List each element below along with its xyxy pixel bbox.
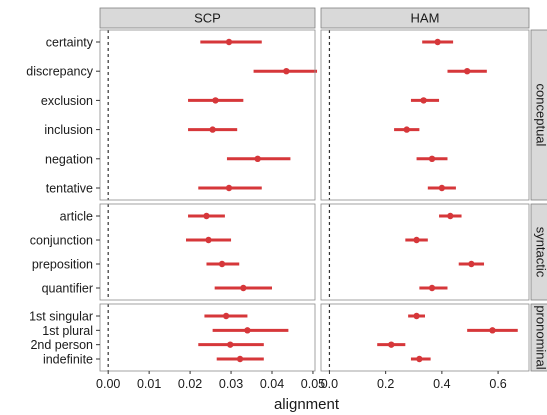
point-discrepancy — [463, 68, 471, 75]
point-2nd-person — [227, 341, 234, 348]
row-strip-pronominal — [530, 303, 547, 372]
point-inclusion — [209, 126, 216, 133]
x-tick-label: 0.4 — [433, 377, 450, 391]
panel-border — [320, 203, 530, 301]
x-axis-title: alignment — [274, 396, 340, 413]
point-negation — [254, 155, 261, 162]
point-2nd-person — [388, 341, 395, 348]
point-indefinite — [416, 355, 423, 363]
row-strip-label: conceptual — [534, 84, 547, 147]
panel-syntactic-scp — [99, 203, 316, 301]
x-tick-label: 0.00 — [96, 377, 120, 391]
x-tick-label: 0.01 — [137, 377, 161, 391]
point-1st-singular — [413, 312, 420, 320]
panel-border — [320, 303, 530, 372]
x-tick-label: 0.0 — [321, 377, 338, 391]
panel-background — [321, 30, 529, 200]
point-inclusion — [403, 126, 410, 133]
panel-background — [100, 304, 315, 371]
panel-border — [99, 203, 316, 301]
category-label: 1st singular — [29, 310, 93, 324]
column-strip-label: HAM — [411, 11, 440, 26]
point-1st-plural — [244, 327, 251, 334]
point-exclusion — [212, 97, 219, 104]
panel-background — [100, 30, 315, 200]
point-1st-singular — [222, 312, 230, 320]
row-strip-label: pronominal — [534, 305, 547, 369]
panel-background — [321, 204, 529, 300]
column-strip-ham — [320, 7, 530, 29]
panel-border — [99, 303, 316, 372]
point-tentative — [225, 184, 233, 192]
category-label: certainty — [46, 36, 94, 50]
x-tick-label: 0.04 — [260, 377, 284, 391]
category-label: negation — [45, 152, 93, 166]
point-conjunction — [413, 236, 420, 244]
point-article — [203, 212, 210, 220]
category-label: inclusion — [44, 123, 93, 137]
panel-border — [320, 29, 530, 201]
category-label: preposition — [32, 258, 93, 272]
x-tick-label: 0.05 — [301, 377, 325, 391]
x-tick-label: 0.2 — [377, 377, 394, 391]
category-label: tentative — [46, 182, 93, 196]
category-label: quantifier — [42, 282, 93, 296]
panel-border — [99, 29, 316, 201]
point-exclusion — [420, 97, 427, 104]
point-discrepancy — [283, 68, 290, 75]
point-certainty — [434, 38, 441, 46]
category-label: conjunction — [30, 234, 93, 248]
category-label: 2nd person — [30, 338, 93, 352]
x-tick-label: 0.02 — [178, 377, 202, 391]
point-preposition — [218, 260, 226, 268]
row-strip-label: syntactic — [534, 227, 547, 278]
point-certainty — [225, 38, 233, 46]
panel-conceptual-scp — [99, 29, 318, 201]
point-preposition — [468, 260, 475, 268]
panel-syntactic-ham — [320, 203, 530, 301]
category-label: exclusion — [41, 94, 93, 108]
point-1st-plural — [489, 327, 496, 334]
point-conjunction — [205, 236, 212, 244]
column-strip-label: SCP — [194, 11, 221, 26]
panel-background — [321, 304, 529, 371]
point-quantifier — [240, 284, 247, 292]
row-strip-syntactic — [530, 203, 547, 301]
category-label: 1st plural — [42, 324, 93, 338]
row-strip-conceptual — [530, 29, 547, 201]
panel-conceptual-ham — [320, 29, 530, 201]
category-label: discrepancy — [26, 65, 93, 79]
category-label: article — [60, 210, 93, 224]
point-negation — [428, 155, 436, 162]
point-article — [447, 212, 454, 220]
point-tentative — [438, 184, 446, 192]
x-tick-label: 0.03 — [219, 377, 243, 391]
point-indefinite — [236, 355, 244, 363]
panel-background — [100, 204, 315, 300]
panel-pronominal-scp — [99, 303, 316, 372]
point-quantifier — [428, 284, 436, 292]
category-label: indefinite — [43, 353, 93, 367]
x-tick-label: 0.6 — [489, 377, 506, 391]
panel-pronominal-ham — [320, 303, 530, 372]
column-strip-scp — [99, 7, 316, 29]
